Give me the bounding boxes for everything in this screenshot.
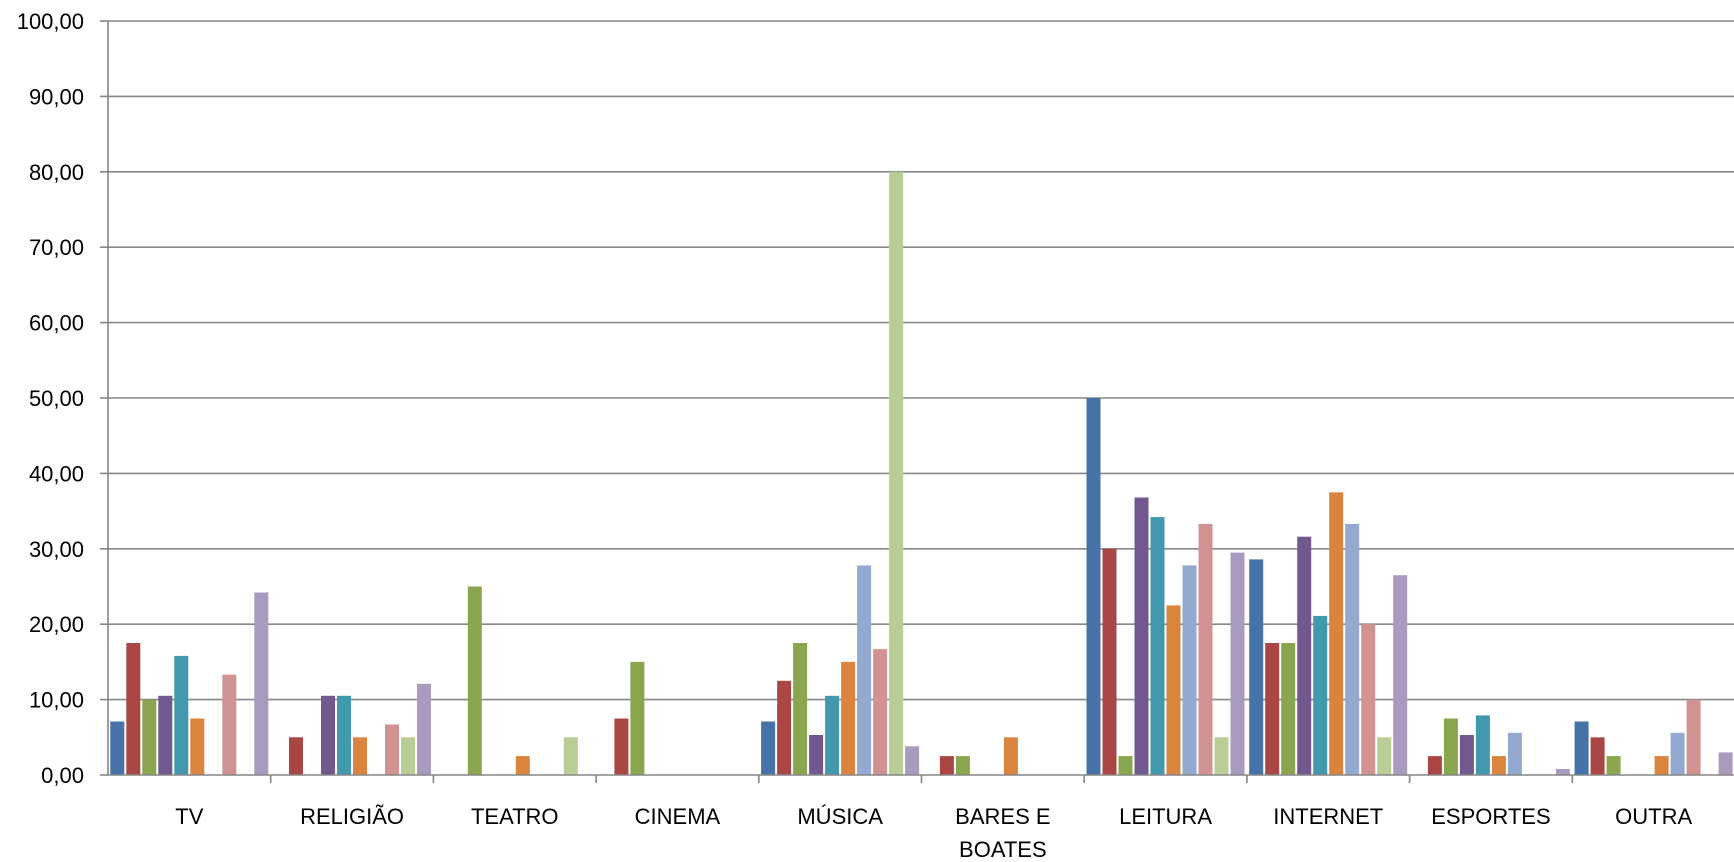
y-tick-label: 70,00 bbox=[29, 235, 84, 260]
bar bbox=[174, 655, 189, 775]
bar bbox=[467, 586, 482, 775]
bar bbox=[126, 643, 141, 775]
y-tick-label: 60,00 bbox=[29, 311, 84, 336]
y-tick-label: 80,00 bbox=[29, 160, 84, 185]
bar bbox=[809, 735, 824, 775]
y-tick-label: 40,00 bbox=[29, 461, 84, 486]
bar bbox=[1182, 565, 1197, 775]
bar bbox=[1459, 735, 1474, 775]
bar bbox=[1606, 756, 1621, 775]
bar bbox=[1313, 615, 1328, 775]
bar bbox=[1118, 756, 1133, 775]
bar bbox=[1686, 699, 1701, 775]
x-category-label: LEITURA bbox=[1119, 804, 1212, 829]
bar bbox=[1491, 756, 1506, 775]
bar bbox=[1198, 523, 1213, 775]
x-category-label: MÚSICA bbox=[797, 804, 883, 829]
bar bbox=[1654, 756, 1669, 775]
bar bbox=[955, 756, 970, 775]
bar bbox=[158, 695, 173, 775]
x-category-label: TEATRO bbox=[471, 804, 559, 829]
bar bbox=[1574, 721, 1589, 775]
bar bbox=[905, 746, 920, 775]
x-category-label: INTERNET bbox=[1273, 804, 1383, 829]
y-tick-labels: 0,00 10,00 20,00 30,00 40,00 50,00 60,00 70,00 8… bbox=[17, 9, 84, 788]
x-category-label: ESPORTES bbox=[1431, 804, 1550, 829]
bar bbox=[1134, 497, 1149, 775]
bar bbox=[1361, 624, 1376, 775]
y-tick-label: 10,00 bbox=[29, 688, 84, 713]
bar bbox=[401, 737, 415, 775]
bar bbox=[873, 649, 888, 775]
x-category-label: BARES E bbox=[955, 804, 1050, 829]
bar bbox=[1427, 756, 1442, 775]
x-category-label: TV bbox=[175, 804, 203, 829]
x-category-label: RELIGIÃO bbox=[300, 804, 404, 829]
bar bbox=[1230, 552, 1245, 775]
bar bbox=[857, 565, 872, 775]
bar bbox=[1718, 752, 1733, 775]
bar bbox=[841, 661, 856, 775]
bar bbox=[614, 718, 629, 775]
bar bbox=[1329, 492, 1344, 776]
bar bbox=[1670, 732, 1685, 775]
y-tick-label: 0,00 bbox=[41, 763, 84, 788]
bars bbox=[110, 171, 1733, 776]
bar bbox=[190, 718, 205, 775]
x-category-label: BOATES bbox=[959, 837, 1047, 862]
bar bbox=[563, 737, 578, 775]
bar bbox=[761, 721, 776, 775]
bar bbox=[353, 737, 367, 775]
y-tick-label: 30,00 bbox=[29, 537, 84, 562]
bar bbox=[1507, 732, 1522, 775]
gridlines bbox=[108, 20, 1734, 701]
y-tick-label: 50,00 bbox=[29, 386, 84, 411]
bar bbox=[1475, 715, 1490, 775]
x-category-label: CINEMA bbox=[635, 804, 721, 829]
bar bbox=[1377, 737, 1392, 775]
bar bbox=[1003, 737, 1018, 775]
bar bbox=[417, 683, 431, 775]
bar bbox=[1086, 398, 1101, 775]
bar bbox=[1102, 548, 1117, 775]
bar bbox=[1590, 737, 1605, 775]
bar bbox=[254, 592, 269, 775]
bar bbox=[222, 674, 237, 775]
bar bbox=[1249, 559, 1264, 775]
bar bbox=[1150, 517, 1165, 775]
bar bbox=[337, 695, 351, 775]
bar bbox=[1281, 643, 1296, 775]
y-tick-label: 20,00 bbox=[29, 612, 84, 637]
y-tick-label: 100,00 bbox=[17, 9, 84, 34]
bar bbox=[889, 171, 904, 776]
bar bbox=[1166, 605, 1181, 775]
bar bbox=[142, 699, 157, 775]
bar bbox=[289, 737, 303, 775]
bar bbox=[1214, 737, 1229, 775]
bar bbox=[630, 661, 645, 775]
axes bbox=[100, 20, 1734, 783]
bar bbox=[1265, 643, 1280, 775]
bar bbox=[1443, 718, 1458, 775]
x-category-labels: TV RELIGIÃO TEATRO CINEMA MÚSICA BARES E BOATE… bbox=[175, 804, 1692, 862]
bar bbox=[1393, 575, 1408, 775]
bar bbox=[515, 756, 530, 775]
bar bbox=[1345, 523, 1360, 775]
x-category-label: OUTRA bbox=[1615, 804, 1692, 829]
bar bbox=[321, 695, 335, 775]
bar bbox=[825, 695, 840, 775]
bar bbox=[793, 643, 808, 775]
bar bbox=[385, 724, 399, 775]
bar bbox=[110, 721, 125, 775]
bar bbox=[1297, 536, 1312, 775]
bar bbox=[1555, 769, 1570, 775]
y-tick-label: 90,00 bbox=[29, 84, 84, 109]
bar bbox=[777, 680, 792, 776]
bar bbox=[939, 756, 954, 775]
